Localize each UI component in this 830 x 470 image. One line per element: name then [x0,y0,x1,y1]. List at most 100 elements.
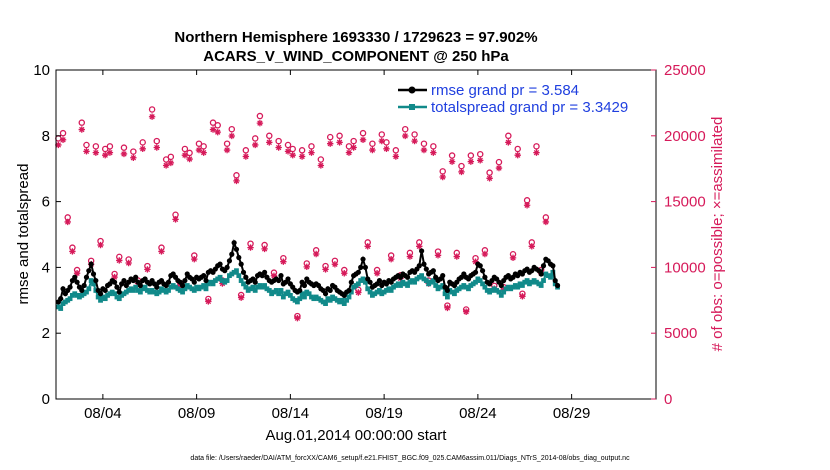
totalspread-point [430,278,436,283]
obs-assimilated-point [256,119,264,127]
obs-possible-point [476,150,484,158]
totalspread-point [88,278,94,283]
totalspread-point [280,294,286,300]
rmse-point [404,274,411,280]
totalspread-point [273,288,279,293]
totalspread-point [452,291,457,297]
totalspread-point [302,294,307,300]
rmse-point [121,277,127,284]
totalspread-point [297,296,303,302]
obs-assimilated-point [336,139,343,146]
rmse-point [182,277,188,284]
obs-possible-point [533,143,540,150]
rmse-point [358,264,364,270]
obs-assimilated-point [242,153,250,160]
x-tick-label: 08/09 [178,405,216,422]
rmse-point [261,269,268,275]
obs-assimilated-point [467,158,475,165]
rmse-point [376,277,383,284]
obs-assimilated-point [402,132,409,140]
totalspread-point [482,284,488,290]
obs-possible-point [284,141,292,149]
legend-rmse-label: rmse grand pr = 3.584 [431,82,579,99]
totalspread-point [423,278,429,283]
rmse-point [355,269,361,275]
totalspread-point [445,294,450,300]
rmse-point [72,274,78,280]
obs-assimilated-point [312,250,320,258]
rmse-point [327,287,333,294]
obs-assimilated-point [162,162,170,169]
obs-assimilated-point [289,152,296,159]
obs-possible-point [200,143,207,150]
legend-spread-marker [409,104,415,110]
obs-possible-point [162,156,170,163]
obs-possible-point [430,143,437,150]
rmse-point [90,271,97,277]
obs-possible-point [106,143,114,150]
obs-assimilated-point [439,173,446,181]
rmse-point [276,277,282,284]
totalspread-point [346,294,352,300]
obs-assimilated-point [223,146,231,154]
rmse-point [472,269,479,275]
obs-possible-point [420,140,428,147]
obs-assimilated-point [252,141,259,149]
obs-assimilated-point [92,149,100,156]
rmse-point [252,279,258,285]
obs-assimilated-point [148,113,156,120]
rmse-point [498,282,504,289]
totalspread-point [243,284,249,290]
totalspread-point [182,286,188,292]
obs-possible-point [130,148,137,155]
totalspread-point [156,289,162,295]
obs-possible-point [308,143,315,150]
obs-possible-point [139,139,146,146]
rmse-point [116,289,122,295]
rmse-point [482,274,488,280]
totalspread-point [377,288,382,293]
totalspread-point [95,294,101,300]
obs-assimilated-point [462,308,470,315]
obs-assimilated-point [237,294,245,301]
obs-possible-point [275,137,282,145]
obs-assimilated-point [214,128,221,136]
obs-assimilated-point [73,270,81,277]
obs-assimilated-point [181,152,189,159]
data-file-footer: data file: /Users/raeder/DAI/ATM_forcXX/… [190,455,630,462]
rmse-point [479,268,486,274]
obs-assimilated-point [186,155,193,163]
rmse-point [430,268,436,274]
rmse-point [137,282,143,289]
totalspread-point [498,292,504,298]
totalspread-point [405,283,410,288]
obs-assimilated-point [416,243,423,250]
obs-assimilated-point [434,252,442,259]
totalspread-point [412,279,417,285]
totalspread-point [466,286,471,292]
totalspread-point [524,278,530,283]
right-y-tick-label: 5000 [664,325,697,342]
obs-assimilated-point [303,263,310,271]
rmse-point [440,273,446,279]
obs-assimilated-point [472,258,479,265]
totalspread-point [473,279,478,285]
obs-possible-point [120,144,128,151]
totalspread-point [98,297,103,303]
obs-possible-point [266,132,273,140]
obs-assimilated-point [280,258,287,265]
totalspread-point [341,301,347,306]
obs-assimilated-point [481,250,489,258]
rmse-point [423,266,429,272]
right-y-tick-label: 20000 [664,128,706,145]
obs-assimilated-point [406,253,414,260]
obs-assimilated-point [153,144,160,151]
obs-assimilated-point [120,150,128,158]
obs-assimilated-point [331,261,339,268]
obs-possible-point [242,147,250,154]
obs-assimilated-point [359,136,367,144]
obs-possible-point [369,140,376,147]
totalspread-point [137,289,143,295]
totalspread-point [440,283,446,288]
